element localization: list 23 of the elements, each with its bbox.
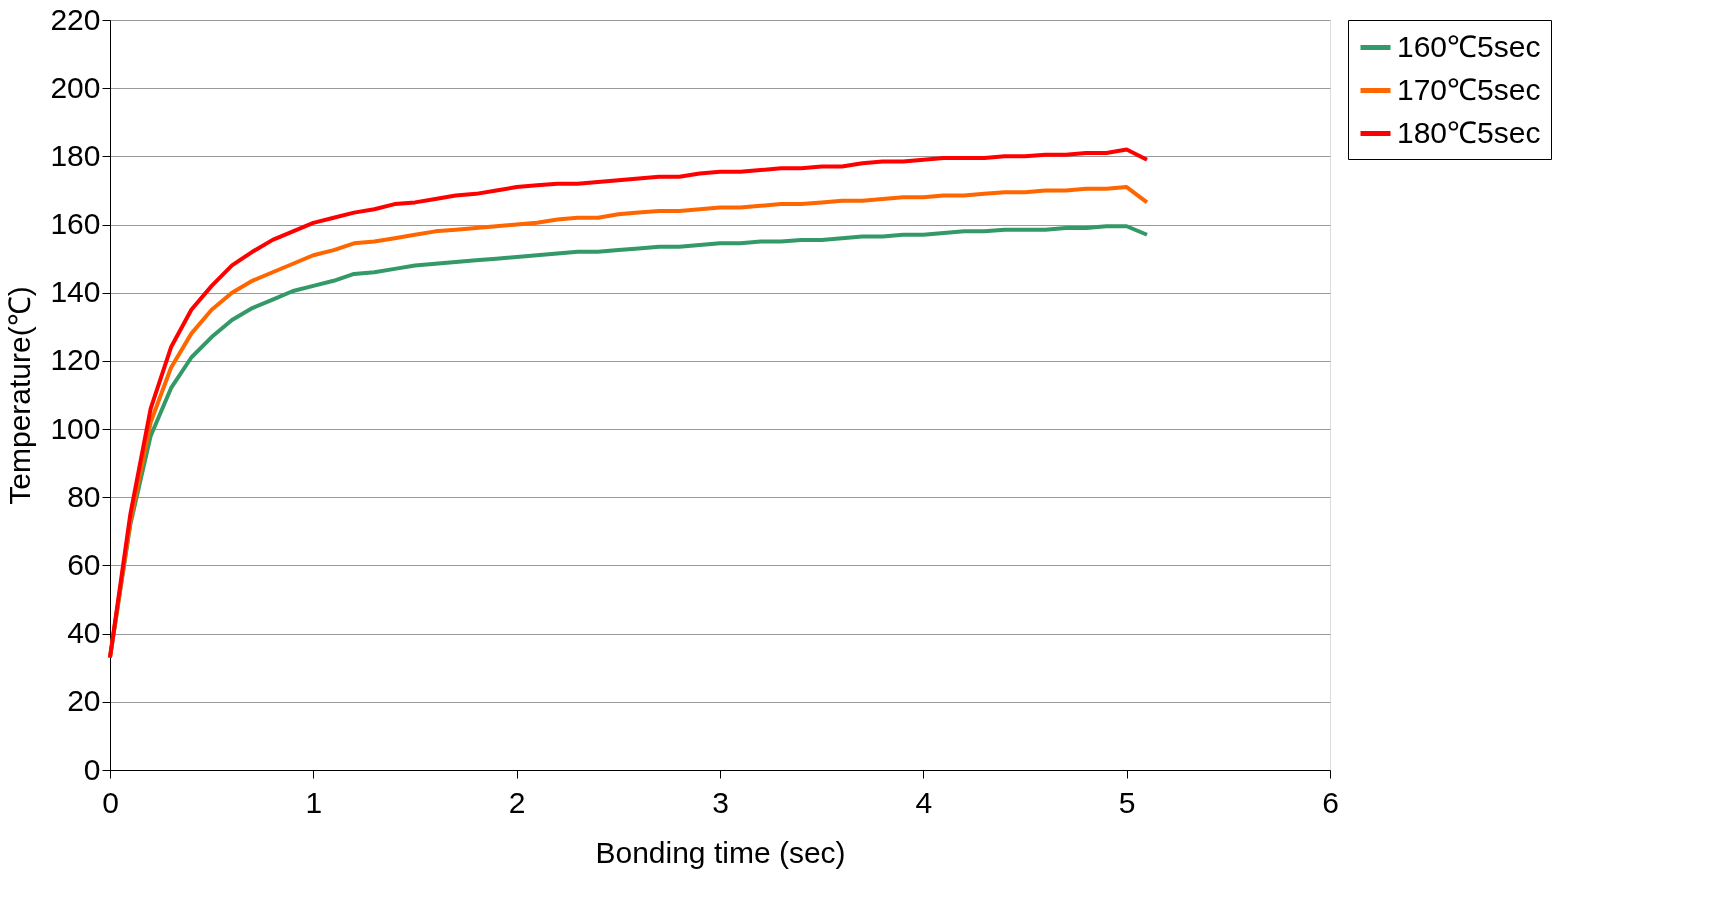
y-tick-label: 200 — [50, 70, 101, 104]
y-axis-title: Temperature(℃) — [3, 286, 37, 505]
legend-label: 180℃5sec — [1397, 115, 1541, 149]
y-tick-label: 140 — [50, 275, 101, 309]
y-tick-label: 60 — [67, 547, 101, 581]
y-tick-label: 0 — [83, 752, 101, 786]
x-tick-label: 4 — [915, 785, 933, 819]
x-tick-label: 6 — [1322, 785, 1339, 819]
y-tick-label: 40 — [67, 616, 101, 650]
y-tick-label: 20 — [67, 684, 101, 718]
x-tick-label: 3 — [712, 785, 729, 819]
x-tick-label: 5 — [1118, 785, 1136, 819]
x-tick-label: 1 — [305, 785, 323, 819]
y-tick-label: 180 — [50, 138, 101, 172]
x-axis-title: Bonding time (sec) — [595, 835, 846, 869]
y-tick-label: 220 — [50, 2, 101, 36]
y-tick-label: 160 — [50, 207, 101, 241]
legend-label: 160℃5sec — [1397, 29, 1541, 63]
y-tick-label: 100 — [50, 411, 101, 445]
x-tick-label: 2 — [508, 785, 526, 819]
y-tick-label: 120 — [50, 343, 101, 377]
legend-label: 170℃5sec — [1397, 72, 1541, 106]
y-tick-label: 80 — [67, 479, 101, 513]
